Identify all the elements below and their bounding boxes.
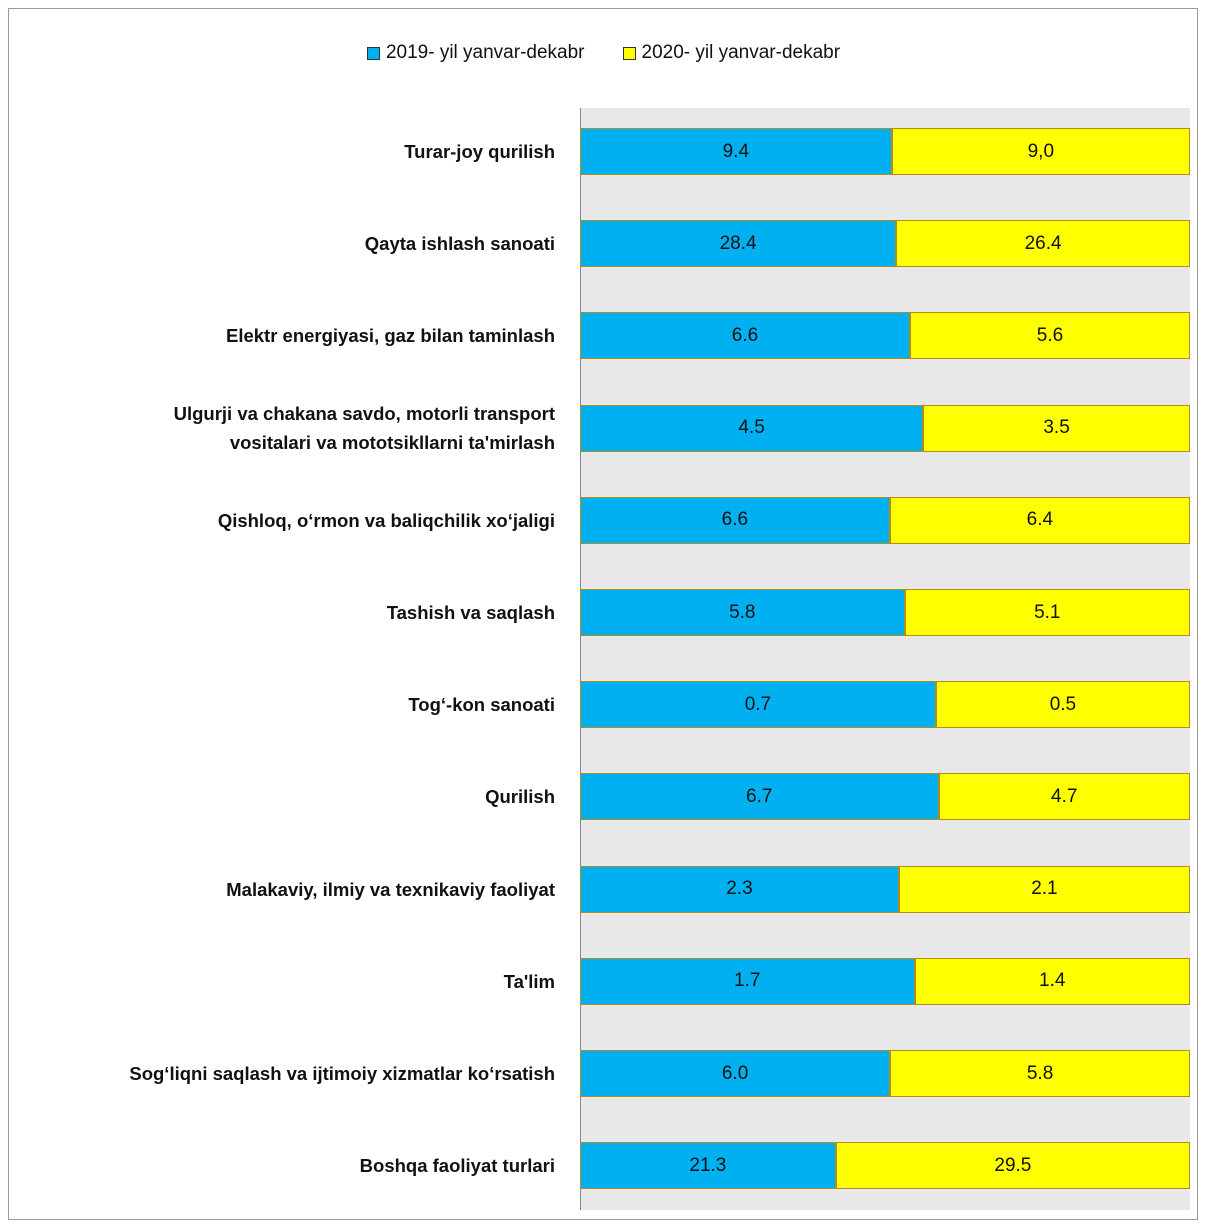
legend-label-2020: 2020- yil yanvar-dekabr [641, 42, 841, 63]
category-label-text: Tog‘-kon sanoati [408, 694, 555, 716]
category-label: Turar-joy qurilish [10, 128, 555, 175]
bar-2019 [580, 312, 910, 360]
bar-2020 [923, 404, 1190, 452]
category-label-text: Boshqa faoliyat turlari [359, 1155, 555, 1177]
bar-2019 [580, 589, 905, 636]
category-label-text: Ulgurji va chakana savdo, motorli transp… [173, 403, 555, 454]
category-label-text: Tashish va saqlash [386, 602, 555, 623]
category-label: Ulgurji va chakana savdo, motorli transp… [10, 403, 555, 453]
legend: 2019- yil yanvar-dekabr 2020- yil yanvar… [0, 42, 1207, 64]
category-label: Qurilish [10, 773, 555, 820]
category-label: Malakaviy, ilmiy va texnikaviy faoliyat [10, 866, 555, 913]
plot-area [580, 108, 1190, 1210]
legend-item-2020: 2020- yil yanvar-dekabr [622, 42, 841, 64]
bar-2020 [938, 773, 1190, 821]
legend-swatch-2019 [366, 46, 380, 60]
bar-2019 [580, 496, 890, 544]
bar-2019 [580, 957, 915, 1005]
category-label: Qishloq, o‘rmon va baliqchilik xo‘jaligi [10, 497, 555, 544]
legend-swatch-2020 [622, 46, 636, 60]
category-label-text: Turar-joy qurilish [404, 141, 555, 162]
category-label-text: Qishloq, o‘rmon va baliqchilik xo‘jaligi [217, 509, 555, 531]
bar-2019 [580, 128, 892, 175]
category-label-text: Malakaviy, ilmiy va texnikaviy faoliyat [226, 878, 555, 900]
bar-2020 [890, 1050, 1190, 1097]
bar-2020 [835, 1142, 1190, 1190]
category-label-text: Qayta ishlash sanoati [364, 233, 555, 255]
category-label: Qayta ishlash sanoati [10, 220, 555, 267]
bar-2019 [580, 773, 939, 821]
bar-2019 [580, 404, 924, 452]
bar-2020 [889, 496, 1190, 544]
category-label: Boshqa faoliyat turlari [10, 1142, 555, 1189]
bar-2019 [580, 681, 936, 729]
category-label: Ta'lim [10, 958, 555, 1005]
category-label: Sog‘liqni saqlash va ijtimoiy xizmatlar … [10, 1050, 555, 1097]
bar-2020 [896, 220, 1190, 268]
bar-2019 [580, 220, 897, 268]
bar-2020 [914, 957, 1190, 1005]
category-label: Elektr energiyasi, gaz bilan taminlash [10, 312, 555, 359]
bar-2020 [898, 865, 1190, 913]
legend-item-2019: 2019- yil yanvar-dekabr [366, 42, 585, 64]
bar-2020 [904, 589, 1190, 636]
category-label-text: Qurilish [485, 786, 555, 808]
bar-2020 [935, 681, 1190, 729]
bar-2020 [891, 128, 1190, 175]
category-label: Tog‘-kon sanoati [10, 681, 555, 728]
bar-2019 [580, 1050, 891, 1097]
category-label-text: Ta'lim [503, 970, 555, 992]
category-label-text: Elektr energiyasi, gaz bilan taminlash [225, 325, 555, 347]
category-label-text: Sog‘liqni saqlash va ijtimoiy xizmatlar … [129, 1063, 555, 1084]
category-label: Tashish va saqlash [10, 589, 555, 636]
bar-2019 [580, 1142, 836, 1190]
bar-2020 [910, 312, 1190, 360]
legend-label-2019: 2019- yil yanvar-dekabr [385, 42, 585, 63]
bar-2019 [580, 865, 899, 913]
